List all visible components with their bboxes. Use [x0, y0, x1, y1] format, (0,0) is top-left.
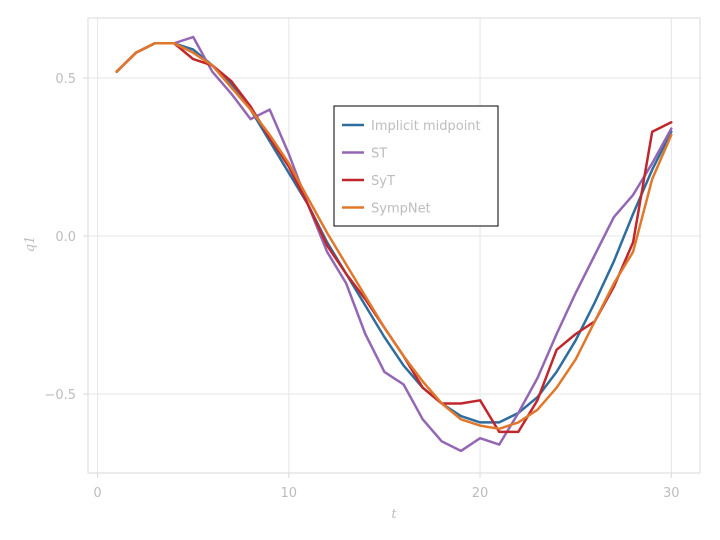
x-axis-title: t — [391, 507, 397, 522]
x-tick-label: 30 — [663, 486, 680, 501]
y-tick-label: −0.5 — [44, 388, 76, 403]
legend-label-sympnet: SympNet — [371, 202, 431, 217]
series-line-sympnet — [115, 42, 673, 431]
series-line-st — [115, 35, 673, 453]
legend-label-implicit-midpoint: Implicit midpoint — [371, 119, 481, 134]
plot-frame — [87, 17, 701, 474]
axis-ticks: 0 10 20 30 −0.5 0.0 0.5 — [44, 72, 679, 501]
x-tick-label: 10 — [281, 486, 298, 501]
y-tick-label: 0.5 — [55, 72, 76, 87]
x-tick-label: 20 — [472, 486, 489, 501]
x-tick-label: 0 — [93, 486, 101, 501]
y-tick-label: 0.0 — [55, 230, 76, 245]
legend-label-syt: SyT — [371, 174, 395, 189]
series-layer — [115, 35, 673, 453]
grid-lines — [88, 18, 700, 473]
legend: Implicit midpoint ST SyT SympNet — [333, 105, 499, 227]
legend-label-st: ST — [371, 147, 387, 162]
y-axis-title: q1 — [23, 236, 38, 253]
